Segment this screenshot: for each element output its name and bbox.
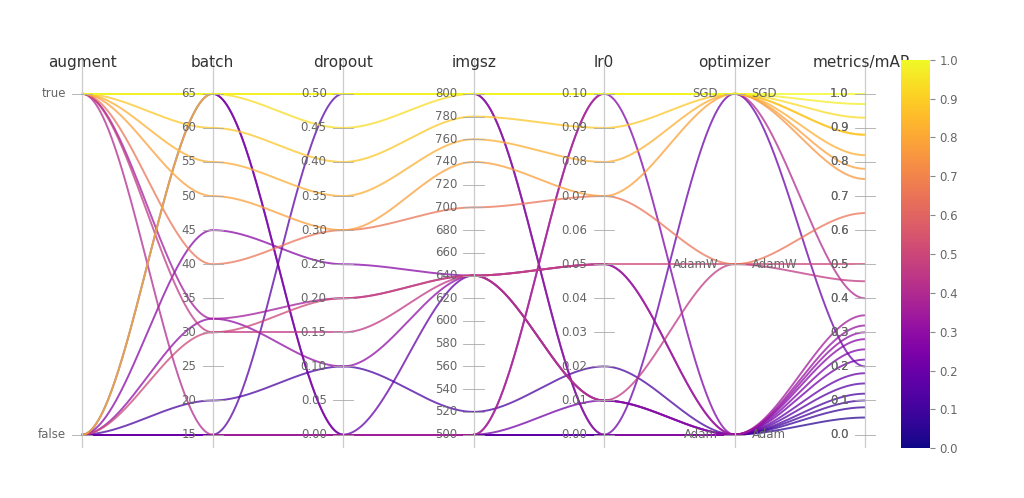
Text: 0.0: 0.0 xyxy=(830,428,849,441)
Text: 780: 780 xyxy=(435,110,457,123)
Text: 0.4: 0.4 xyxy=(829,292,849,305)
Text: 680: 680 xyxy=(435,224,457,237)
Text: 30: 30 xyxy=(181,326,197,339)
Text: 0.7: 0.7 xyxy=(829,190,849,203)
Text: 45: 45 xyxy=(181,224,197,237)
Text: 0.05: 0.05 xyxy=(562,257,588,271)
Text: 0.04: 0.04 xyxy=(561,292,588,305)
Text: SGD: SGD xyxy=(692,87,718,100)
Text: 0.2: 0.2 xyxy=(829,360,849,373)
Text: 700: 700 xyxy=(435,201,457,214)
Text: 0.00: 0.00 xyxy=(301,428,327,441)
Text: 0.2: 0.2 xyxy=(829,360,849,373)
Text: lr0: lr0 xyxy=(594,55,614,70)
Text: 540: 540 xyxy=(435,382,457,395)
Text: 740: 740 xyxy=(435,155,457,168)
Text: imgsz: imgsz xyxy=(452,55,496,70)
Text: 760: 760 xyxy=(435,133,457,146)
Text: 0.02: 0.02 xyxy=(561,360,588,373)
Text: 50: 50 xyxy=(181,190,197,203)
Text: 660: 660 xyxy=(435,247,457,259)
Text: 0.1: 0.1 xyxy=(829,394,849,407)
Text: AdamW: AdamW xyxy=(673,257,718,271)
Text: Adam: Adam xyxy=(752,428,785,441)
Text: 0.50: 0.50 xyxy=(301,87,327,100)
Text: 0.5: 0.5 xyxy=(830,257,849,271)
Text: 0.8: 0.8 xyxy=(830,155,849,168)
Text: Adam: Adam xyxy=(684,428,718,441)
Text: 0.20: 0.20 xyxy=(301,292,327,305)
Text: 0.3: 0.3 xyxy=(830,326,849,339)
Text: 720: 720 xyxy=(435,178,457,191)
Text: 35: 35 xyxy=(181,292,197,305)
Text: 500: 500 xyxy=(435,428,457,441)
Text: 0.35: 0.35 xyxy=(301,190,327,203)
Text: true: true xyxy=(41,87,66,100)
Text: 800: 800 xyxy=(435,87,457,100)
Text: 0.03: 0.03 xyxy=(562,326,588,339)
Text: false: false xyxy=(38,428,66,441)
Text: 0.30: 0.30 xyxy=(301,224,327,237)
Text: 25: 25 xyxy=(181,360,197,373)
Text: 0.10: 0.10 xyxy=(301,360,327,373)
Text: 0.5: 0.5 xyxy=(830,257,849,271)
Text: 0.08: 0.08 xyxy=(562,155,588,168)
Text: 0.6: 0.6 xyxy=(829,224,849,237)
Text: 0.01: 0.01 xyxy=(561,394,588,407)
Text: 15: 15 xyxy=(181,428,197,441)
Text: 0.0: 0.0 xyxy=(830,428,849,441)
Text: 620: 620 xyxy=(435,292,457,305)
Text: 0.9: 0.9 xyxy=(829,122,849,134)
Text: 0.07: 0.07 xyxy=(561,190,588,203)
Text: 0.4: 0.4 xyxy=(829,292,849,305)
Text: 0.1: 0.1 xyxy=(829,394,849,407)
Text: 0.3: 0.3 xyxy=(830,326,849,339)
Text: SGD: SGD xyxy=(752,87,777,100)
Text: augment: augment xyxy=(48,55,117,70)
Text: 0.09: 0.09 xyxy=(561,122,588,134)
Text: dropout: dropout xyxy=(313,55,373,70)
Text: AdamW: AdamW xyxy=(752,257,798,271)
Text: 0.06: 0.06 xyxy=(561,224,588,237)
Text: 0.40: 0.40 xyxy=(301,155,327,168)
Text: 0.05: 0.05 xyxy=(301,394,327,407)
Text: batch: batch xyxy=(191,55,234,70)
Text: 0.15: 0.15 xyxy=(301,326,327,339)
Text: 0.8: 0.8 xyxy=(830,155,849,168)
Text: 0.25: 0.25 xyxy=(301,257,327,271)
Text: 0.9: 0.9 xyxy=(829,122,849,134)
Text: 60: 60 xyxy=(181,122,197,134)
Text: 520: 520 xyxy=(435,405,457,418)
Text: 580: 580 xyxy=(435,337,457,350)
Text: 0.00: 0.00 xyxy=(562,428,588,441)
Text: 40: 40 xyxy=(181,257,197,271)
Text: 0.10: 0.10 xyxy=(561,87,588,100)
Text: 560: 560 xyxy=(435,360,457,373)
Text: 1.0: 1.0 xyxy=(829,87,849,100)
Text: 65: 65 xyxy=(181,87,197,100)
Text: optimizer: optimizer xyxy=(698,55,771,70)
Text: metrics/mAP..: metrics/mAP.. xyxy=(813,55,918,70)
Text: 0.6: 0.6 xyxy=(829,224,849,237)
Text: 1.0: 1.0 xyxy=(829,87,849,100)
Text: 0.45: 0.45 xyxy=(301,122,327,134)
Text: 20: 20 xyxy=(181,394,197,407)
Text: 55: 55 xyxy=(181,155,197,168)
Text: 0.7: 0.7 xyxy=(829,190,849,203)
Text: 640: 640 xyxy=(435,269,457,282)
Text: 600: 600 xyxy=(435,315,457,328)
